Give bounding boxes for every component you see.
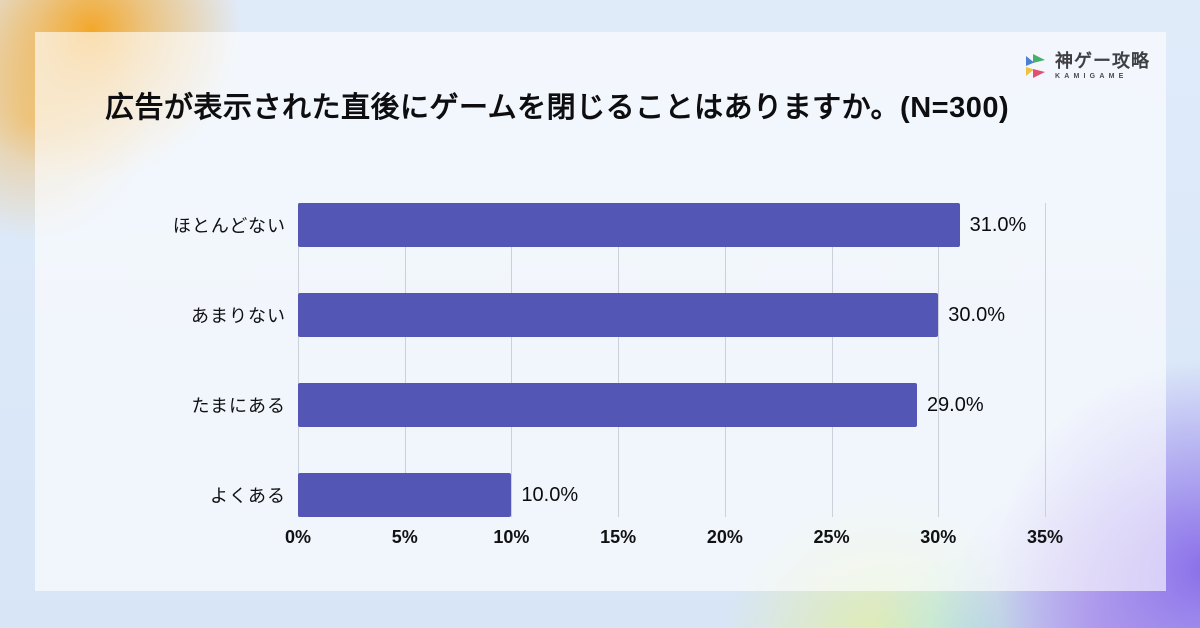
gridline-10	[511, 203, 513, 517]
x-tick-label: 35%	[1026, 527, 1064, 547]
category-label: あまりない	[191, 306, 286, 326]
brand-name: 神ゲー攻略	[1055, 51, 1150, 71]
x-tick-label: 20%	[706, 527, 743, 547]
brand-text: 神ゲー攻略 KAMIGAME	[1055, 52, 1150, 80]
bar-ほとんどない	[298, 203, 960, 247]
gridline-35	[1045, 203, 1046, 517]
gridline-5	[404, 203, 406, 517]
category-label: よくある	[210, 486, 286, 506]
x-tick-label: 0%	[284, 527, 312, 547]
value-label: 29.0%	[926, 393, 984, 416]
value-label: 31.0%	[969, 213, 1027, 236]
bar-たまにある	[298, 383, 917, 427]
value-label: 10.0%	[521, 483, 579, 506]
x-tick-label: 10%	[493, 527, 530, 547]
gridline-25	[831, 203, 833, 517]
category-label: ほとんどない	[172, 216, 286, 236]
gridline-15	[618, 203, 620, 517]
category-label: たまにある	[191, 396, 286, 416]
x-tick-label: 30%	[920, 527, 957, 547]
gridline-30	[938, 203, 940, 517]
content-card: 神ゲー攻略 KAMIGAME 広告が表示された直後にゲームを閉じることはあります…	[35, 32, 1166, 591]
chart-title: 広告が表示された直後にゲームを閉じることはありますか。(N=300)	[105, 92, 1010, 124]
brand-subname: KAMIGAME	[1055, 73, 1128, 80]
kamigame-logo: 神ゲー攻略 KAMIGAME	[1024, 52, 1150, 80]
x-tick-label: 15%	[600, 527, 637, 547]
x-tick-label: 5%	[391, 527, 418, 547]
bar-よくある	[298, 473, 512, 517]
bar-あまりない	[298, 293, 939, 337]
gridline-0	[298, 203, 299, 517]
value-label: 30.0%	[948, 303, 1005, 326]
x-tick-label: 25%	[813, 527, 850, 547]
kamigame-pinwheel-icon	[1026, 54, 1045, 78]
bar-chart-plot: 0% 5% 10% 15% 20% 25% 30% 35% ほとんどない 31.0% あまりない 30…	[173, 203, 1063, 547]
gridline-20	[724, 203, 726, 517]
